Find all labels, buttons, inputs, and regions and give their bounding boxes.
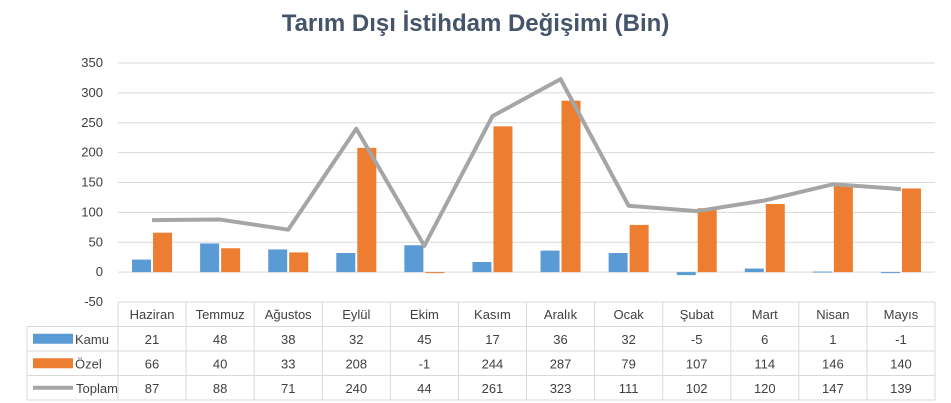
- bar-kamu: [540, 250, 560, 273]
- table-cell-value: -1: [419, 356, 431, 371]
- table-cell-value: 40: [213, 356, 227, 371]
- bar-zel: [629, 224, 649, 273]
- category-label: Kasım: [474, 307, 511, 322]
- bar-kamu: [812, 271, 832, 273]
- bar-kamu: [132, 259, 152, 273]
- table-cell-value: 48: [213, 332, 227, 347]
- bar-kamu: [200, 243, 220, 273]
- y-tick-label: -50: [84, 294, 103, 309]
- legend-key-kamu: [33, 333, 73, 344]
- bar-kamu: [472, 261, 492, 273]
- category-label: Nisan: [816, 307, 849, 322]
- bar-zel: [765, 204, 785, 273]
- bar-zel: [561, 100, 581, 273]
- table-cell-value: 44: [417, 381, 431, 396]
- table-cell-value: 1: [829, 332, 836, 347]
- y-tick-label: 300: [81, 85, 103, 100]
- table-cell-value: 244: [482, 356, 504, 371]
- category-label: Ocak: [613, 307, 644, 322]
- table-cell-value: 261: [482, 381, 504, 396]
- y-tick-label: 200: [81, 145, 103, 160]
- table-cell-value: 140: [890, 356, 912, 371]
- y-tick-label: 250: [81, 115, 103, 130]
- bar-zel: [833, 184, 853, 273]
- bar-zel: [153, 232, 173, 273]
- bar-zel: [697, 208, 717, 273]
- table-cell-value: 120: [754, 381, 776, 396]
- table-cell-value: 17: [485, 332, 499, 347]
- bar-kamu: [268, 249, 288, 273]
- bar-kamu: [744, 268, 764, 273]
- legend-label: Toplam: [76, 381, 118, 396]
- table-cell-value: 66: [145, 356, 159, 371]
- table-cell-value: 146: [822, 356, 844, 371]
- bar-zel: [357, 147, 377, 273]
- category-label: Şubat: [680, 307, 714, 322]
- table-cell-value: 240: [345, 381, 367, 396]
- category-label: Eylül: [342, 307, 370, 322]
- category-label: Aralık: [544, 307, 578, 322]
- table-cell-value: 79: [621, 356, 635, 371]
- legend-label: Kamu: [75, 332, 109, 347]
- table-cell-value: 36: [553, 332, 567, 347]
- table-cell-value: 114: [754, 356, 775, 371]
- bar-kamu: [880, 272, 900, 274]
- bar-kamu: [336, 253, 356, 273]
- bar-kamu: [608, 253, 628, 273]
- table-cell-value: 111: [619, 381, 639, 396]
- table-cell-value: -1: [895, 332, 907, 347]
- table-cell-value: 102: [686, 381, 708, 396]
- table-cell-value: 38: [281, 332, 295, 347]
- y-tick-label: 0: [96, 264, 103, 279]
- legend-label: Özel: [75, 356, 102, 371]
- bar-zel: [425, 272, 445, 274]
- table-cell-value: 32: [349, 332, 363, 347]
- bar-kamu: [404, 245, 424, 273]
- y-tick-label: 50: [89, 234, 103, 249]
- table-cell-value: -5: [691, 332, 703, 347]
- category-label: Ağustos: [265, 307, 312, 322]
- y-tick-label: 350: [81, 55, 103, 70]
- line-series-toplam: [152, 77, 902, 248]
- table-cell-value: 87: [145, 381, 159, 396]
- table-cell-value: 107: [686, 356, 708, 371]
- table-cell-value: 88: [213, 381, 227, 396]
- table-cell-value: 32: [621, 332, 635, 347]
- y-tick-label: 150: [81, 175, 103, 190]
- table-cell-value: 6: [761, 332, 768, 347]
- bar-kamu: [676, 272, 696, 276]
- y-tick-label: 100: [81, 204, 103, 219]
- table-cell-value: 21: [145, 332, 159, 347]
- table-cell-value: 45: [417, 332, 431, 347]
- table-cell-value: 71: [281, 381, 295, 396]
- chart-title: Tarım Dışı İstihdam Değişimi (Bin): [281, 10, 670, 37]
- legend-key-ozel: [33, 358, 73, 369]
- table-cell-value: 287: [550, 356, 572, 371]
- category-label: Haziran: [130, 307, 175, 322]
- category-label: Mart: [752, 307, 778, 322]
- category-label: Mayıs: [884, 307, 919, 322]
- table-cell-value: 139: [890, 381, 912, 396]
- table-cell-value: 33: [281, 356, 295, 371]
- table-cell-value: 323: [550, 381, 572, 396]
- category-label: Temmuz: [196, 307, 245, 322]
- bar-zel: [221, 248, 241, 273]
- bar-zel: [493, 126, 513, 273]
- category-label: Ekim: [410, 307, 439, 322]
- bar-zel: [901, 188, 921, 273]
- bar-zel: [289, 252, 309, 273]
- table-cell-value: 208: [345, 356, 367, 371]
- table-cell-value: 147: [822, 381, 844, 396]
